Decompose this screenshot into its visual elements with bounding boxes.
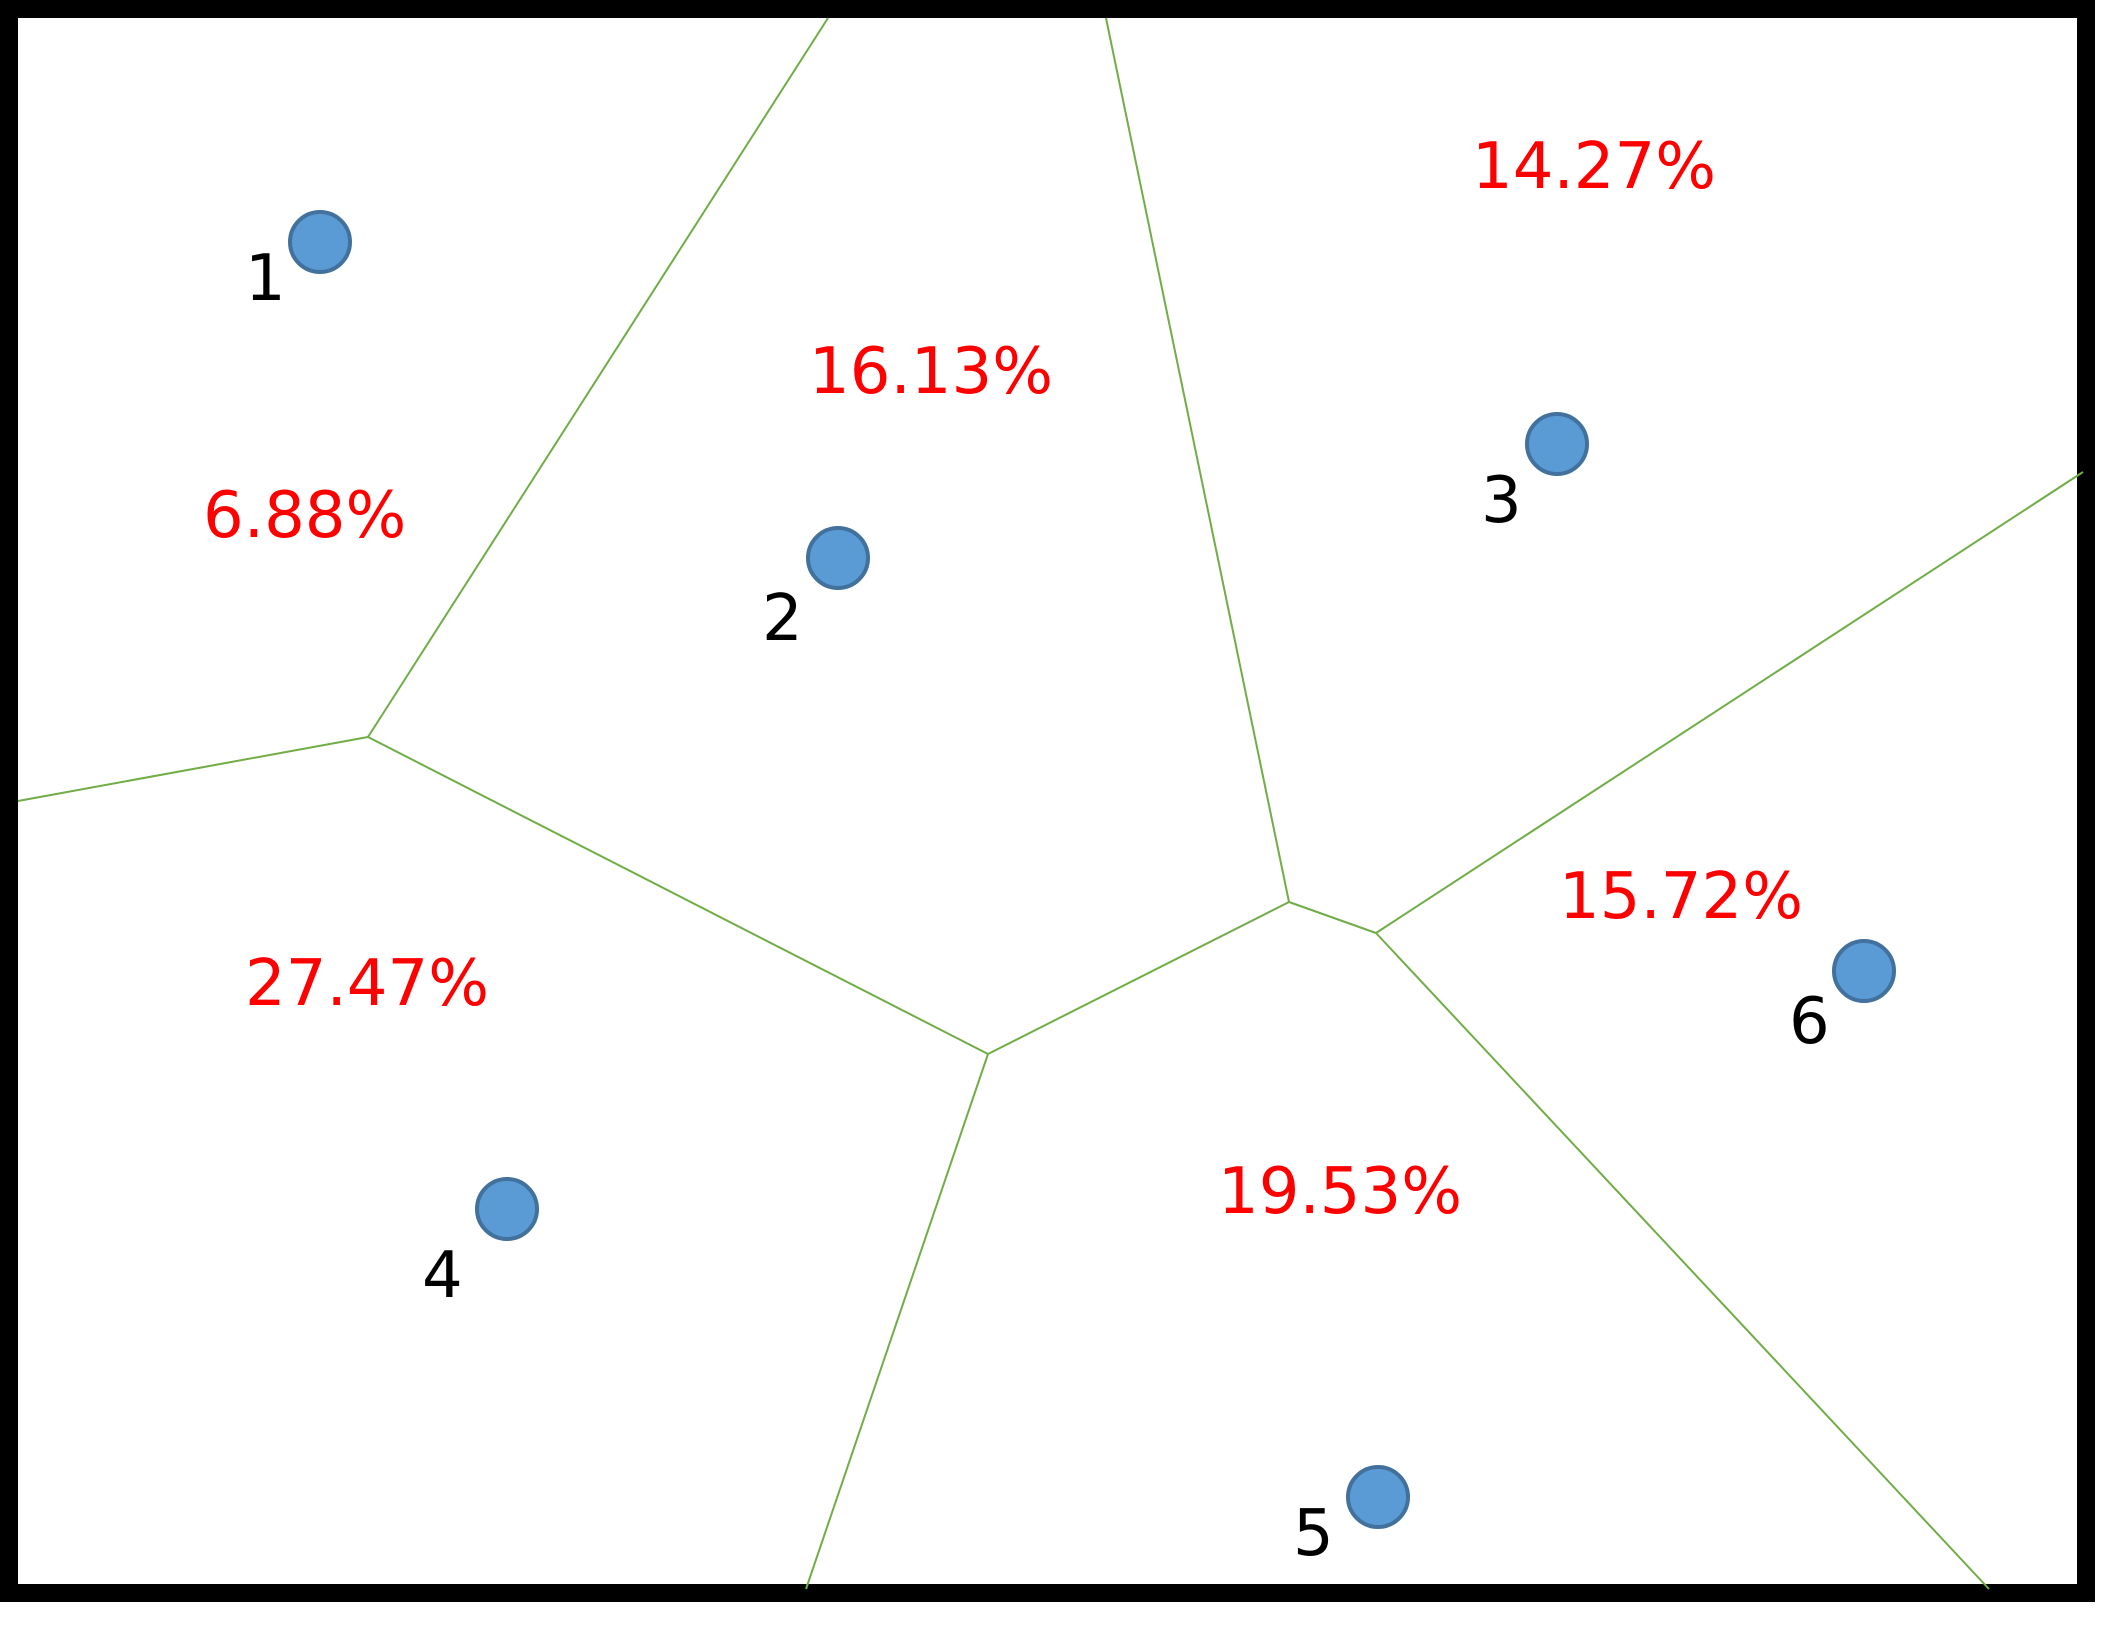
edge-3-6 bbox=[1375, 471, 2084, 934]
area-label-3: 14.27% bbox=[1472, 130, 1716, 204]
edge-2-5 bbox=[987, 901, 1290, 1055]
site-labels: 1 2 3 4 5 6 bbox=[245, 242, 1830, 1571]
site-point-3 bbox=[1525, 412, 1589, 476]
edge-5-6 bbox=[1375, 932, 1990, 1590]
edge-1-4 bbox=[17, 736, 369, 802]
edge-1-2 bbox=[367, 17, 829, 738]
site-label-5: 5 bbox=[1293, 1497, 1334, 1571]
site-points bbox=[288, 210, 1896, 1529]
site-point-4 bbox=[475, 1177, 539, 1241]
edge-2-4 bbox=[367, 736, 989, 1055]
edge-2-3 bbox=[1105, 17, 1290, 903]
area-label-2: 16.13% bbox=[809, 335, 1053, 409]
edge-3-5 bbox=[1288, 901, 1377, 934]
site-label-1: 1 bbox=[245, 242, 286, 316]
site-point-6 bbox=[1832, 939, 1896, 1003]
edge-4-5 bbox=[805, 1053, 989, 1590]
site-label-6: 6 bbox=[1789, 985, 1830, 1059]
site-point-1 bbox=[288, 210, 352, 274]
area-labels: 6.88% 16.13% 14.27% 27.47% 19.53% 15.72% bbox=[203, 130, 1803, 1229]
site-point-2 bbox=[806, 526, 870, 590]
voronoi-edges bbox=[17, 17, 2084, 1590]
area-label-1: 6.88% bbox=[203, 479, 406, 553]
site-label-2: 2 bbox=[762, 582, 803, 656]
site-label-3: 3 bbox=[1481, 464, 1522, 538]
area-label-4: 27.47% bbox=[245, 947, 489, 1021]
area-label-5: 19.53% bbox=[1218, 1155, 1462, 1229]
area-label-6: 15.72% bbox=[1559, 860, 1803, 934]
site-label-4: 4 bbox=[422, 1239, 463, 1313]
diagram-frame bbox=[0, 0, 2095, 1602]
site-point-5 bbox=[1346, 1465, 1410, 1529]
